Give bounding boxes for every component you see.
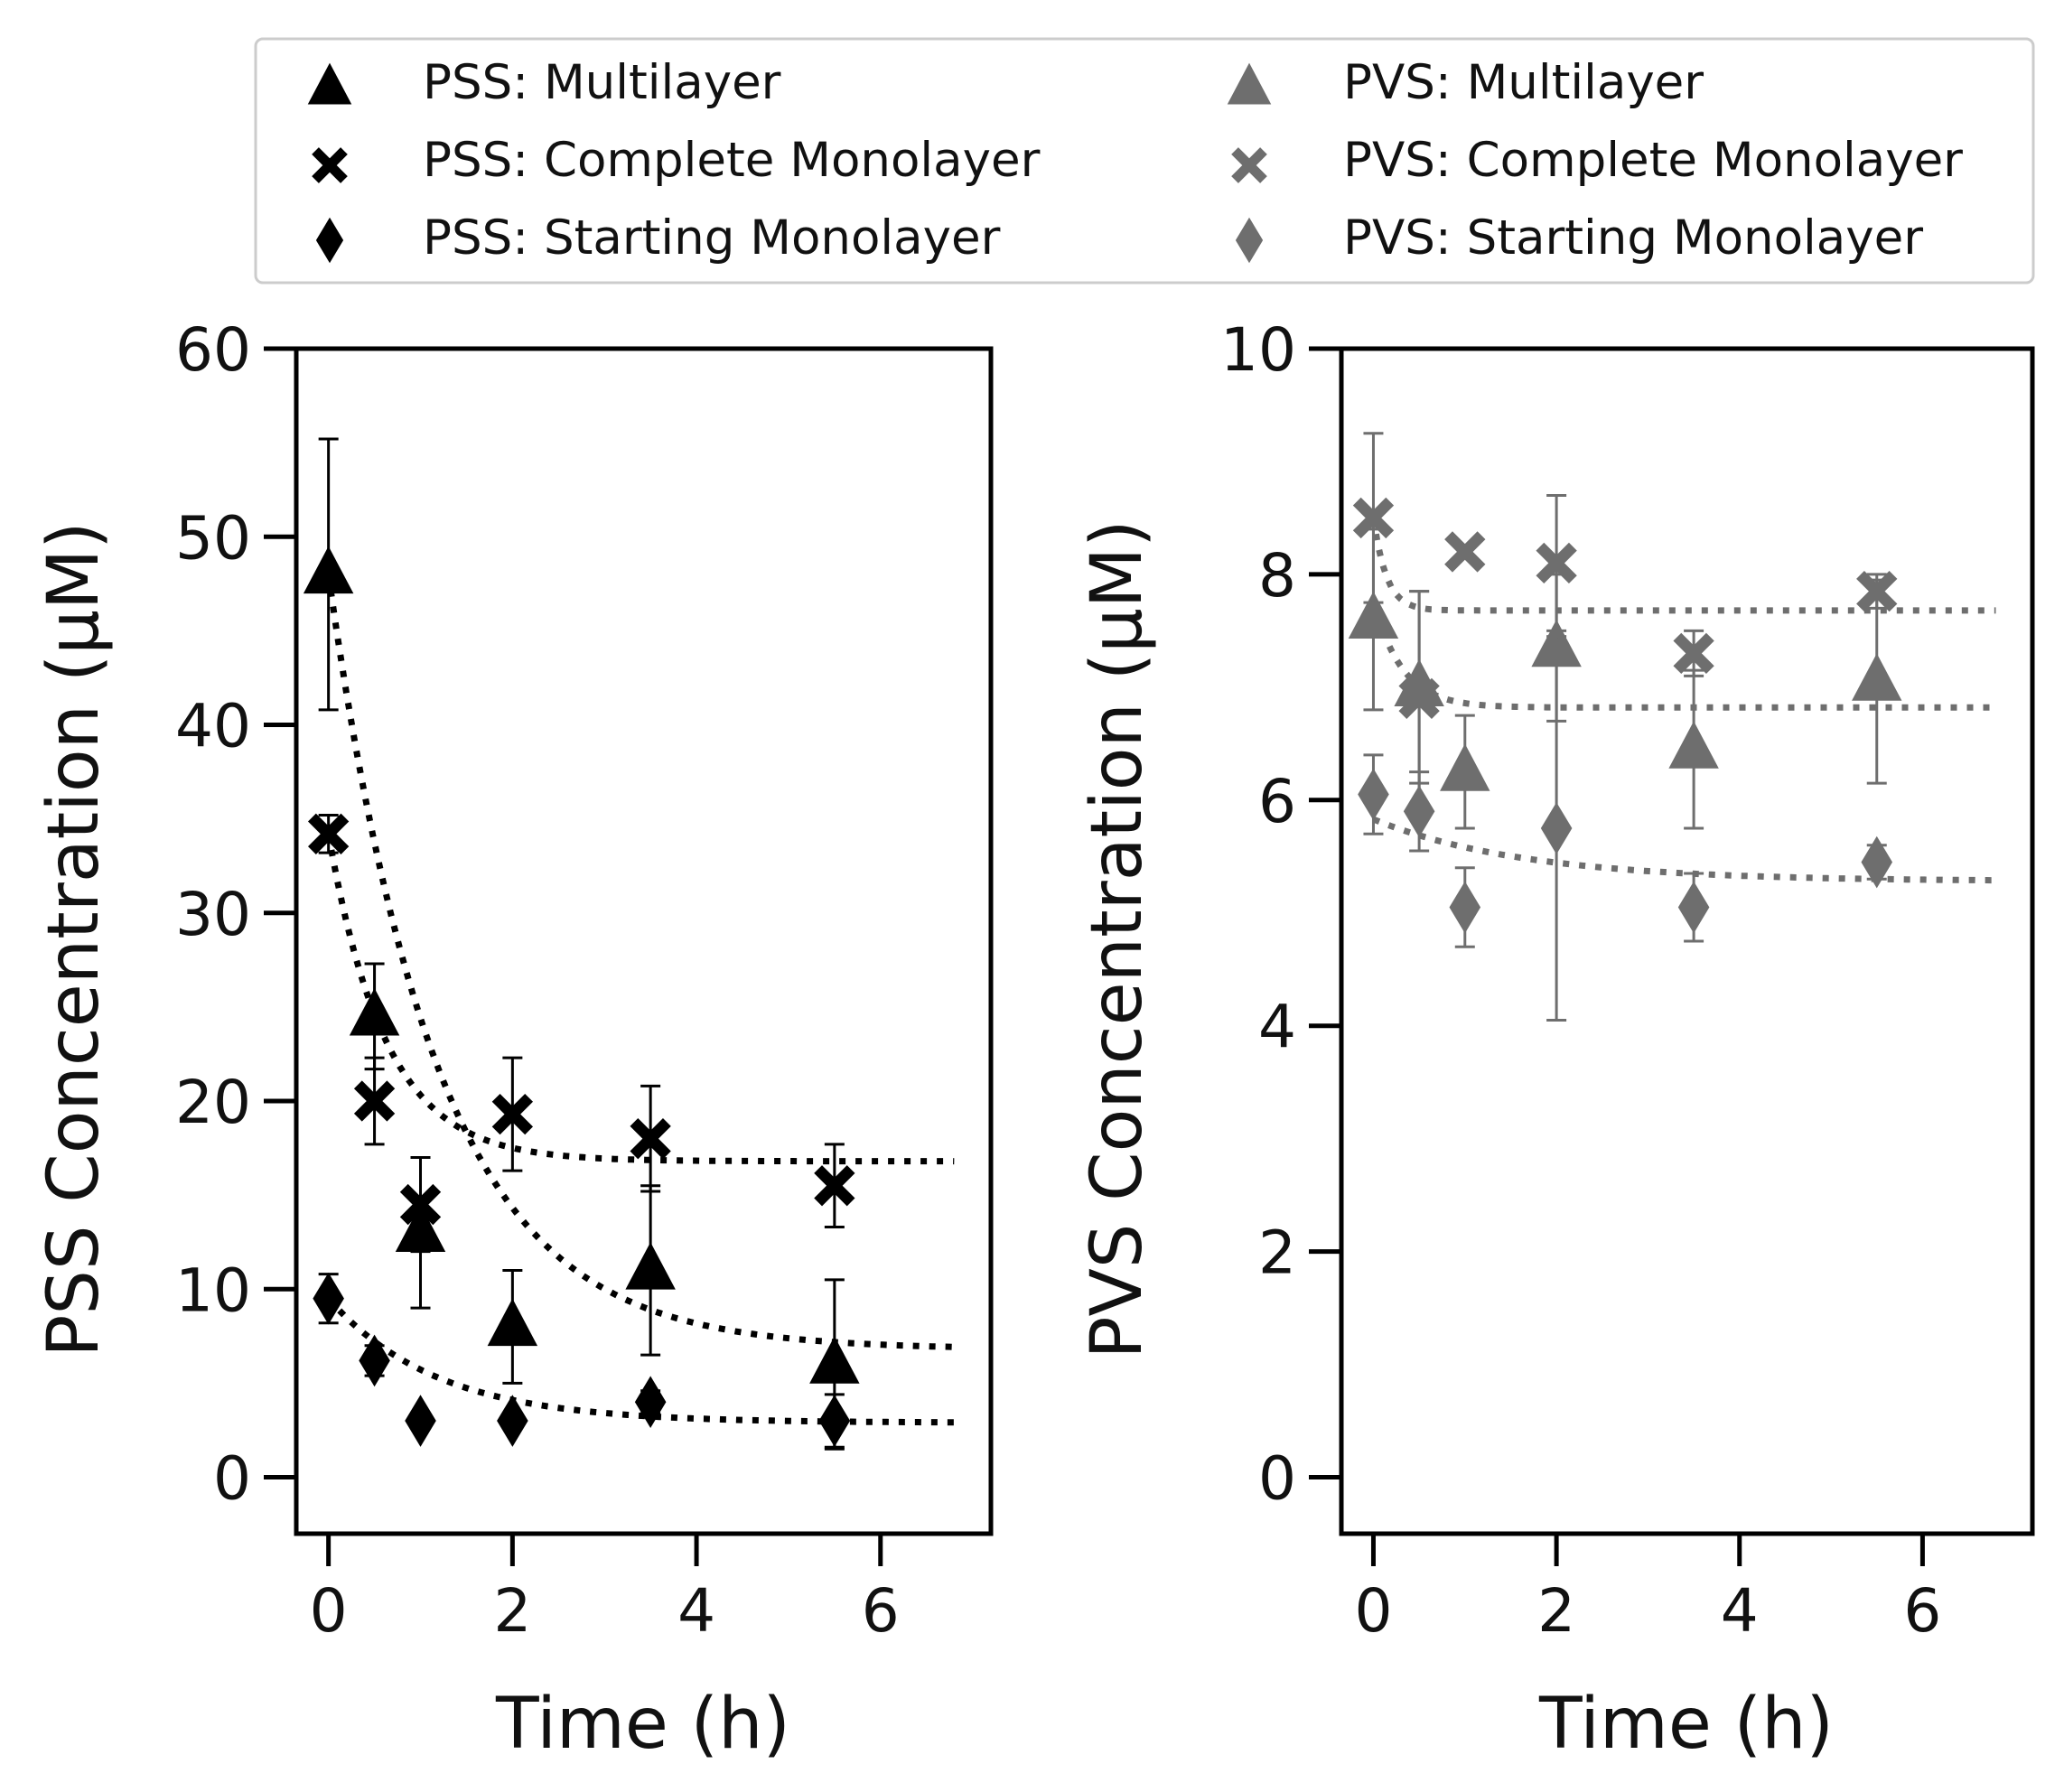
- legend-label-pvs-multilayer: PVS: Multilayer: [1343, 55, 1704, 110]
- pss-x-tick-label: 6: [862, 1576, 900, 1646]
- pvs-y-tick-label: 6: [1258, 767, 1296, 836]
- pss-x-tick-label: 2: [493, 1576, 531, 1646]
- pss-x-tick-label: 4: [677, 1576, 715, 1646]
- pvs-y-tick-label: 0: [1258, 1444, 1296, 1514]
- legend-label-pss-complete-monolayer: PSS: Complete Monolayer: [423, 133, 1041, 188]
- pvs-x-tick-label: 2: [1537, 1576, 1575, 1646]
- pvs-y-axis-label: PVS Concentration (µM): [1077, 519, 1158, 1358]
- pvs-y-tick-label: 2: [1258, 1218, 1296, 1288]
- pss-y-tick-label: 30: [175, 880, 251, 949]
- pvs-y-tick-label: 8: [1258, 541, 1296, 611]
- figure: PSS: Multilayer PSS: Complete Monolayer …: [0, 0, 2064, 1792]
- pss-y-tick-label: 60: [175, 315, 251, 385]
- pvs-y-tick-label: 4: [1258, 993, 1296, 1062]
- pvs-x-tick-label: 4: [1721, 1576, 1759, 1646]
- pss-x-tick-label: 0: [310, 1576, 348, 1646]
- pss-y-tick-label: 0: [213, 1444, 251, 1514]
- pvs-x-tick-label: 0: [1354, 1576, 1392, 1646]
- pss-y-tick-label: 40: [175, 692, 251, 761]
- pvs-y-tick-label: 10: [1220, 315, 1296, 385]
- legend-label-pvs-starting-monolayer: PVS: Starting Monolayer: [1343, 210, 1923, 266]
- legend-label-pss-multilayer: PSS: Multilayer: [423, 55, 781, 110]
- legend-label-pvs-complete-monolayer: PVS: Complete Monolayer: [1343, 133, 1963, 188]
- legend-label-pss-starting-monolayer: PSS: Starting Monolayer: [423, 210, 1001, 266]
- pss-x-axis-label: Time (h): [495, 1684, 790, 1765]
- pvs-x-tick-label: 6: [1903, 1576, 1941, 1646]
- pss-y-tick-label: 50: [175, 503, 251, 573]
- legend: PSS: Multilayer PSS: Complete Monolayer …: [256, 39, 2033, 283]
- pss-y-axis-label: PSS Concentration (µM): [33, 521, 115, 1357]
- pvs-x-axis-label: Time (h): [1538, 1684, 1834, 1765]
- pss-y-tick-label: 20: [175, 1068, 251, 1137]
- pss-y-tick-label: 10: [175, 1255, 251, 1325]
